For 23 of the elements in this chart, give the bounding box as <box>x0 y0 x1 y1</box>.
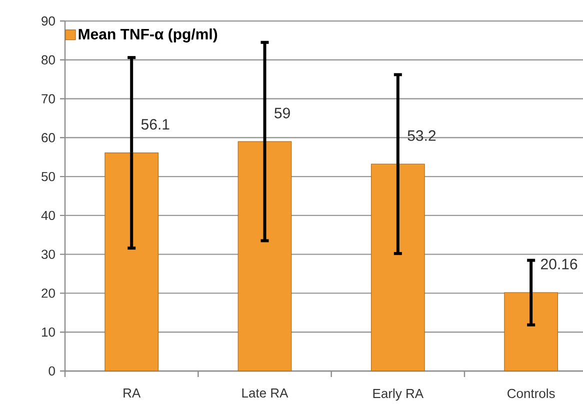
y-tick-label: 70 <box>42 94 55 104</box>
y-tick-label: 30 <box>42 250 55 259</box>
data-label: 56.1 <box>141 119 170 130</box>
x-tick-label: Early RA <box>373 388 424 401</box>
data-label: 20.16 <box>541 258 578 270</box>
y-tick-label: 20 <box>42 288 55 298</box>
bar <box>504 292 558 372</box>
x-tick-label: Late RA <box>242 388 288 398</box>
y-tick-label: 40 <box>41 210 55 220</box>
x-tick-label: RA <box>124 388 141 398</box>
y-tick-label: 50 <box>42 172 55 182</box>
bar <box>370 164 425 372</box>
legend-label: Mean TNF-α (pg/ml) <box>78 28 218 42</box>
y-tick-label: 10 <box>42 327 55 337</box>
x-tick-label: Controls <box>508 388 555 398</box>
y-tick-label: 0 <box>48 366 55 376</box>
y-tick-label: 60 <box>42 133 55 142</box>
y-tick-label: 80 <box>42 55 55 64</box>
data-label: 59 <box>274 108 290 118</box>
y-tick-label: 90 <box>42 16 55 26</box>
data-label: 53.2 <box>408 130 436 141</box>
bar <box>104 152 159 372</box>
bar <box>238 141 292 372</box>
